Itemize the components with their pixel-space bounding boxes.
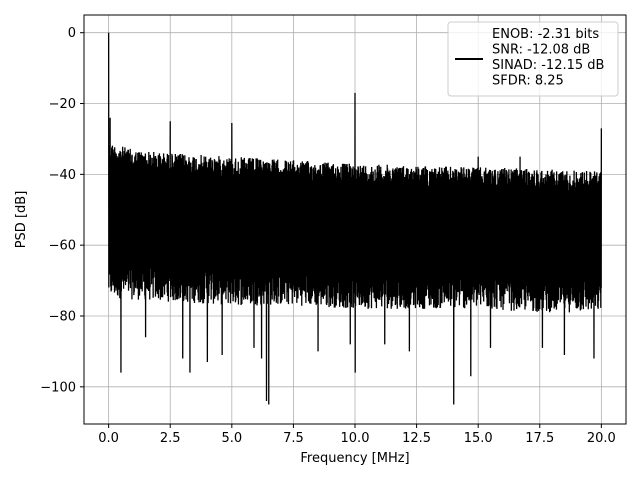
x-tick-label: 17.5 xyxy=(525,431,554,446)
legend-text-sfdr: SFDR: 8.25 xyxy=(492,74,564,89)
y-tick-label: −80 xyxy=(49,309,76,324)
legend-box xyxy=(447,21,619,97)
x-tick-label: 2.5 xyxy=(160,431,181,446)
legend-text-enob: ENOB: -2.31 bits xyxy=(492,27,599,42)
legend: ENOB: -2.31 bits SNR: -12.08 dB SINAD: -… xyxy=(447,21,619,97)
x-tick-label: 15.0 xyxy=(464,431,493,446)
x-tick-label: 20.0 xyxy=(587,431,616,446)
x-axis-label: Frequency [MHz] xyxy=(300,451,409,466)
legend-text-snr: SNR: -12.08 dB xyxy=(492,43,590,58)
x-tick-label: 5.0 xyxy=(221,431,242,446)
y-tick-label: −20 xyxy=(49,97,76,112)
x-tick-label: 7.5 xyxy=(283,431,304,446)
y-axis-label: PSD [dB] xyxy=(14,191,29,249)
x-tick-label: 10.0 xyxy=(341,431,370,446)
plot-area xyxy=(107,32,603,405)
y-tick-label: −40 xyxy=(49,168,76,183)
y-tick-label: −60 xyxy=(49,239,76,254)
legend-text-sinad: SINAD: -12.15 dB xyxy=(492,58,604,73)
y-tick-label: −100 xyxy=(40,380,76,395)
psd-series-line xyxy=(107,32,603,405)
x-tick-label: 12.5 xyxy=(402,431,431,446)
ticks: 0.0 2.5 5.0 7.5 10.0 12.5 15.0 17.5 20.0 0 −20 −40 −… xyxy=(40,26,616,446)
y-tick-label: 0 xyxy=(68,26,76,41)
x-tick-label: 0.0 xyxy=(98,431,119,446)
